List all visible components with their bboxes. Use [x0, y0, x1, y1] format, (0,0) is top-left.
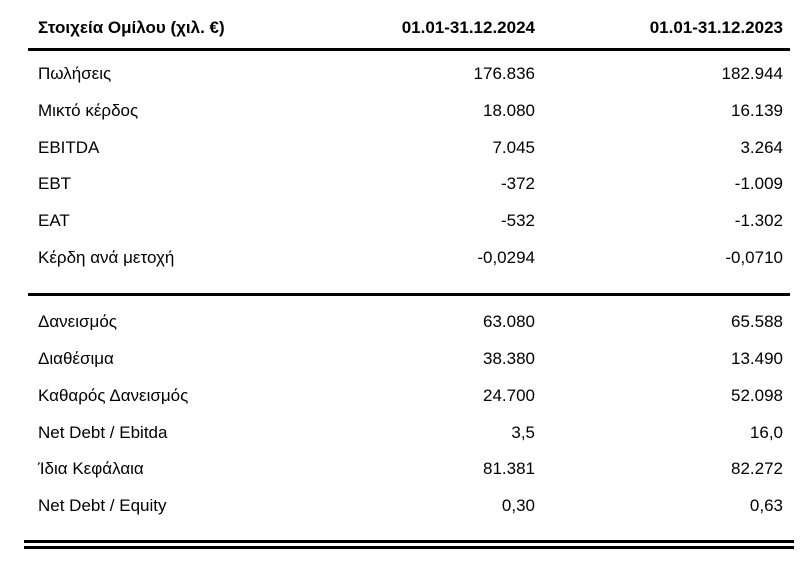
row-value-2023: -1.302: [734, 211, 783, 231]
row-value-2024: 7.045: [492, 137, 535, 157]
table-row: Ίδια Κεφάλαια 81.381 82.272: [28, 451, 790, 488]
row-value-2023: 13.490: [731, 349, 783, 369]
group-financials-table: Στοιχεία Ομίλου (χιλ. €) 01.01-31.12.202…: [24, 8, 794, 550]
row-value-2024: 18.080: [483, 101, 535, 121]
row-label: Πωλήσεις: [38, 64, 112, 84]
row-value-2024: 0,30: [501, 495, 535, 515]
table-row: Πωλήσεις 176.836 182.944: [28, 56, 790, 93]
row-value-2024: -0,0294: [477, 247, 535, 267]
column-header-period-2024: 01.01-31.12.2024: [401, 18, 535, 37]
row-value-2023: -0,0710: [725, 247, 783, 267]
table-row: Διαθέσιμα 38.380 13.490: [28, 341, 790, 378]
table-header-row: Στοιχεία Ομίλου (χιλ. €) 01.01-31.12.202…: [28, 8, 790, 48]
row-label: EAT: [38, 211, 70, 231]
income-section: Πωλήσεις 176.836 182.944 Μικτό κέρδος 18.080…: [28, 51, 790, 293]
row-value-2023: 16.139: [731, 101, 783, 121]
row-label: EBITDA: [38, 137, 100, 157]
row-label: Καθαρός Δανεισμός: [38, 385, 189, 405]
row-value-2024: 38.380: [483, 349, 535, 369]
row-value-2023: 82.272: [731, 459, 783, 479]
header-divider-rule: [28, 48, 790, 51]
table-bottom-double-rule: [24, 540, 794, 550]
table-title: Στοιχεία Ομίλου (χιλ. €): [38, 18, 225, 37]
row-value-2023: 3.264: [740, 137, 783, 157]
row-label: Μικτό κέρδος: [38, 101, 139, 121]
row-value-2024: -532: [500, 211, 535, 231]
table-row: Δανεισμός 63.080 65.588: [28, 304, 790, 341]
row-label: Διαθέσιμα: [38, 349, 114, 369]
row-value-2024: -372: [500, 174, 535, 194]
row-value-2023: 65.588: [731, 312, 783, 332]
row-label: Κέρδη ανά μετοχή: [38, 247, 175, 267]
row-value-2023: -1.009: [734, 174, 783, 194]
row-value-2023: 52.098: [731, 385, 783, 405]
table-row: EBITDA 7.045 3.264: [28, 129, 790, 166]
row-value-2023: 182.944: [721, 64, 783, 84]
table-row: EBT -372 -1.009: [28, 166, 790, 203]
row-value-2024: 24.700: [483, 385, 535, 405]
table-row: Καθαρός Δανεισμός 24.700 52.098: [28, 378, 790, 415]
row-label: Net Debt / Ebitda: [38, 422, 168, 442]
table-row: Net Debt / Equity 0,30 0,63: [28, 488, 790, 525]
row-label: EBT: [38, 174, 72, 194]
table-row: Κέρδη ανά μετοχή -0,0294 -0,0710: [28, 239, 790, 276]
row-label: Ίδια Κεφάλαια: [38, 459, 144, 479]
table-row: Μικτό κέρδος 18.080 16.139: [28, 93, 790, 130]
row-label: Net Debt / Equity: [38, 495, 167, 515]
row-label: Δανεισμός: [38, 312, 117, 332]
row-value-2024: 63.080: [483, 312, 535, 332]
section-divider-rule: [28, 293, 790, 297]
table-row: Net Debt / Ebitda 3,5 16,0: [28, 414, 790, 451]
row-value-2024: 3,5: [511, 422, 535, 442]
table-row: EAT -532 -1.302: [28, 203, 790, 240]
row-value-2023: 16,0: [749, 422, 783, 442]
row-value-2023: 0,63: [749, 495, 783, 515]
row-value-2024: 81.381: [483, 459, 535, 479]
row-value-2024: 176.836: [473, 64, 535, 84]
balance-section: Δανεισμός 63.080 65.588 Διαθέσιμα 38.380 13.4…: [28, 296, 790, 540]
column-header-period-2023: 01.01-31.12.2023: [649, 18, 783, 37]
